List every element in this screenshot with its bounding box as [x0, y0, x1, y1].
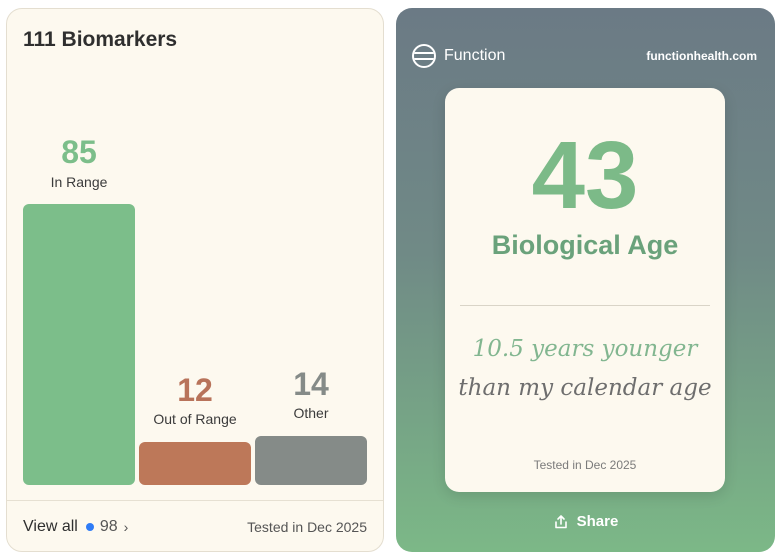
bar-rect — [23, 204, 135, 485]
biomarkers-card: 111 Biomarkers 85 In Range 12 Out of Ran… — [6, 8, 384, 552]
brand: Function — [412, 44, 505, 68]
bar-value: 12 — [177, 372, 213, 408]
age-card: 43 Biological Age 10.5 years younger tha… — [445, 88, 725, 492]
view-all-count: 98 — [99, 518, 118, 535]
biomarkers-title: 111 Biomarkers — [23, 28, 178, 51]
divider — [460, 305, 710, 306]
share-label: Share — [576, 513, 619, 530]
bar-label: In Range — [50, 174, 108, 190]
bar-in-range[interactable]: 85 In Range — [23, 129, 135, 485]
tested-date: Tested in Dec 2025 — [533, 458, 637, 472]
biological-age-label: Biological Age — [491, 230, 679, 260]
bar-value: 85 — [61, 134, 97, 170]
years-younger-text: 10.5 years younger — [472, 336, 698, 362]
tested-date: Tested in Dec 2025 — [247, 519, 367, 535]
brand-name: Function — [444, 47, 506, 64]
biological-age-share-card: Function functionhealth.com 43 Biologica… — [396, 8, 775, 552]
brand-url: functionhealth.com — [646, 49, 757, 63]
view-all-label: View all — [23, 518, 78, 535]
view-all-link[interactable]: View all 98 › — [23, 518, 128, 536]
bar-rect — [255, 436, 367, 485]
function-logo-icon — [412, 44, 436, 68]
share-button[interactable]: Share — [396, 513, 775, 530]
biomarkers-footer: View all 98 › Tested in Dec 2025 — [7, 500, 383, 551]
biological-age-value: 43 — [531, 122, 639, 229]
bar-value: 14 — [293, 366, 329, 402]
new-dot-icon — [85, 523, 94, 531]
chevron-right-icon: › — [123, 519, 129, 535]
bar-label: Out of Range — [153, 411, 237, 427]
share-icon — [554, 514, 567, 528]
bar-rect — [139, 442, 251, 485]
bar-other[interactable]: 14 Other — [255, 363, 367, 485]
bar-label: Other — [293, 405, 329, 421]
bar-out-of-range[interactable]: 12 Out of Range — [139, 369, 251, 485]
calendar-age-text: than my calendar age — [458, 375, 712, 401]
